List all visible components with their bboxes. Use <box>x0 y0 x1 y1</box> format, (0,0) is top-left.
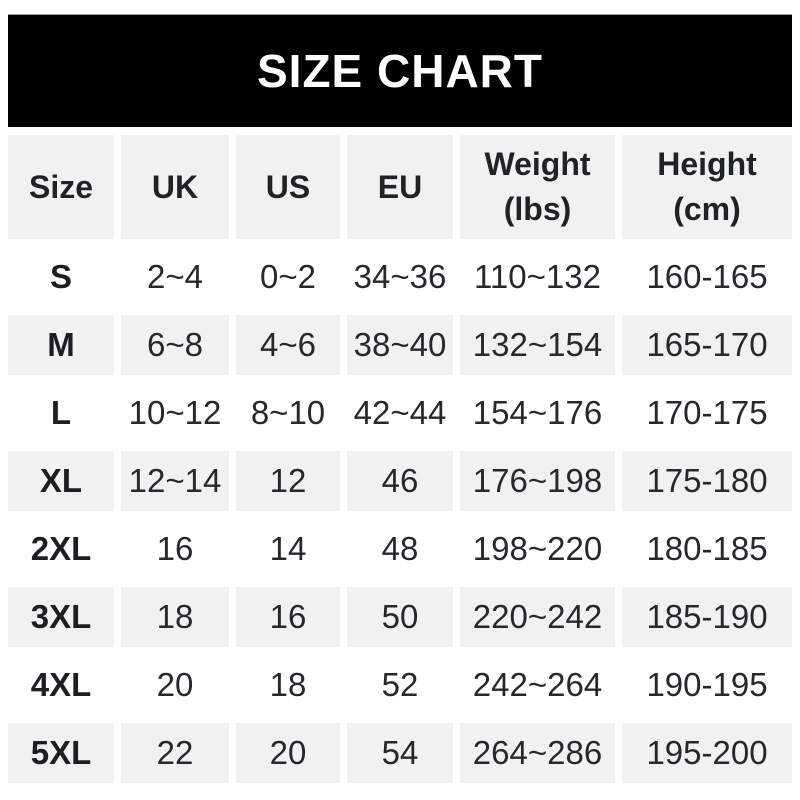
cell-uk: 18 <box>121 587 229 647</box>
column-header-eu: EU <box>347 135 453 239</box>
chart-title: SIZE CHART <box>257 45 543 97</box>
cell-us: 18 <box>236 655 340 715</box>
cell-height: 185-190 <box>622 587 792 647</box>
cell-size: S <box>8 247 114 307</box>
table-row-s: S 2~4 0~2 34~36 110~132 160-165 <box>8 247 792 307</box>
column-header-us: US <box>236 135 340 239</box>
cell-weight: 110~132 <box>460 247 615 307</box>
column-header-weight: Weight (lbs) <box>460 135 615 239</box>
cell-height: 195-200 <box>622 723 792 783</box>
cell-eu: 52 <box>347 655 453 715</box>
cell-uk: 20 <box>121 655 229 715</box>
table-row-2xl: 2XL 16 14 48 198~220 180-185 <box>8 519 792 579</box>
cell-uk: 16 <box>121 519 229 579</box>
column-header-label: EU <box>377 168 423 205</box>
cell-size: L <box>8 383 114 443</box>
table-row-m: M 6~8 4~6 38~40 132~154 165-170 <box>8 315 792 375</box>
table-row-xl: XL 12~14 12 46 176~198 175-180 <box>8 451 792 511</box>
column-header-size: Size <box>8 135 114 239</box>
column-header-label: Weight <box>484 146 591 183</box>
column-header-label: UK <box>151 168 199 205</box>
cell-weight: 154~176 <box>460 383 615 443</box>
cell-size: 5XL <box>8 723 114 783</box>
cell-height: 160-165 <box>622 247 792 307</box>
column-header-sub: (lbs) <box>503 191 572 227</box>
cell-eu: 46 <box>347 451 453 511</box>
cell-weight: 176~198 <box>460 451 615 511</box>
column-header-label: US <box>265 168 311 205</box>
cell-uk: 22 <box>121 723 229 783</box>
cell-eu: 38~40 <box>347 315 453 375</box>
cell-height: 165-170 <box>622 315 792 375</box>
table-row-l: L 10~12 8~10 42~44 154~176 170-175 <box>8 383 792 443</box>
cell-eu: 34~36 <box>347 247 453 307</box>
cell-uk: 10~12 <box>121 383 229 443</box>
cell-height: 170-175 <box>622 383 792 443</box>
cell-size: M <box>8 315 114 375</box>
cell-us: 0~2 <box>236 247 340 307</box>
cell-weight: 198~220 <box>460 519 615 579</box>
column-header-sub: (cm) <box>673 191 741 227</box>
table-row-5xl: 5XL 22 20 54 264~286 195-200 <box>8 723 792 783</box>
cell-uk: 6~8 <box>121 315 229 375</box>
cell-weight: 242~264 <box>460 655 615 715</box>
cell-size: 4XL <box>8 655 114 715</box>
column-header-label: Height <box>657 146 757 183</box>
table-body: S 2~4 0~2 34~36 110~132 160-165 M 6~8 4~… <box>8 247 792 783</box>
cell-uk: 2~4 <box>121 247 229 307</box>
table-header: Size UK US EU Weight (lbs) <box>8 135 792 239</box>
cell-eu: 48 <box>347 519 453 579</box>
cell-eu: 50 <box>347 587 453 647</box>
cell-height: 180-185 <box>622 519 792 579</box>
cell-size: XL <box>8 451 114 511</box>
cell-uk: 12~14 <box>121 451 229 511</box>
table-row-4xl: 4XL 20 18 52 242~264 190-195 <box>8 655 792 715</box>
cell-weight: 132~154 <box>460 315 615 375</box>
cell-eu: 42~44 <box>347 383 453 443</box>
header-row: Size UK US EU Weight (lbs) <box>8 135 792 239</box>
column-header-height: Height (cm) <box>622 135 792 239</box>
table-row-3xl: 3XL 18 16 50 220~242 185-190 <box>8 587 792 647</box>
size-chart-banner: SIZE CHART <box>8 14 792 127</box>
column-header-uk: UK <box>121 135 229 239</box>
cell-us: 4~6 <box>236 315 340 375</box>
cell-eu: 54 <box>347 723 453 783</box>
size-chart-table: Size UK US EU Weight (lbs) <box>1 127 799 791</box>
cell-us: 12 <box>236 451 340 511</box>
cell-us: 20 <box>236 723 340 783</box>
cell-weight: 220~242 <box>460 587 615 647</box>
cell-us: 8~10 <box>236 383 340 443</box>
column-header-label: Size <box>28 168 94 205</box>
cell-us: 16 <box>236 587 340 647</box>
cell-size: 2XL <box>8 519 114 579</box>
cell-weight: 264~286 <box>460 723 615 783</box>
cell-us: 14 <box>236 519 340 579</box>
cell-size: 3XL <box>8 587 114 647</box>
cell-height: 175-180 <box>622 451 792 511</box>
cell-height: 190-195 <box>622 655 792 715</box>
